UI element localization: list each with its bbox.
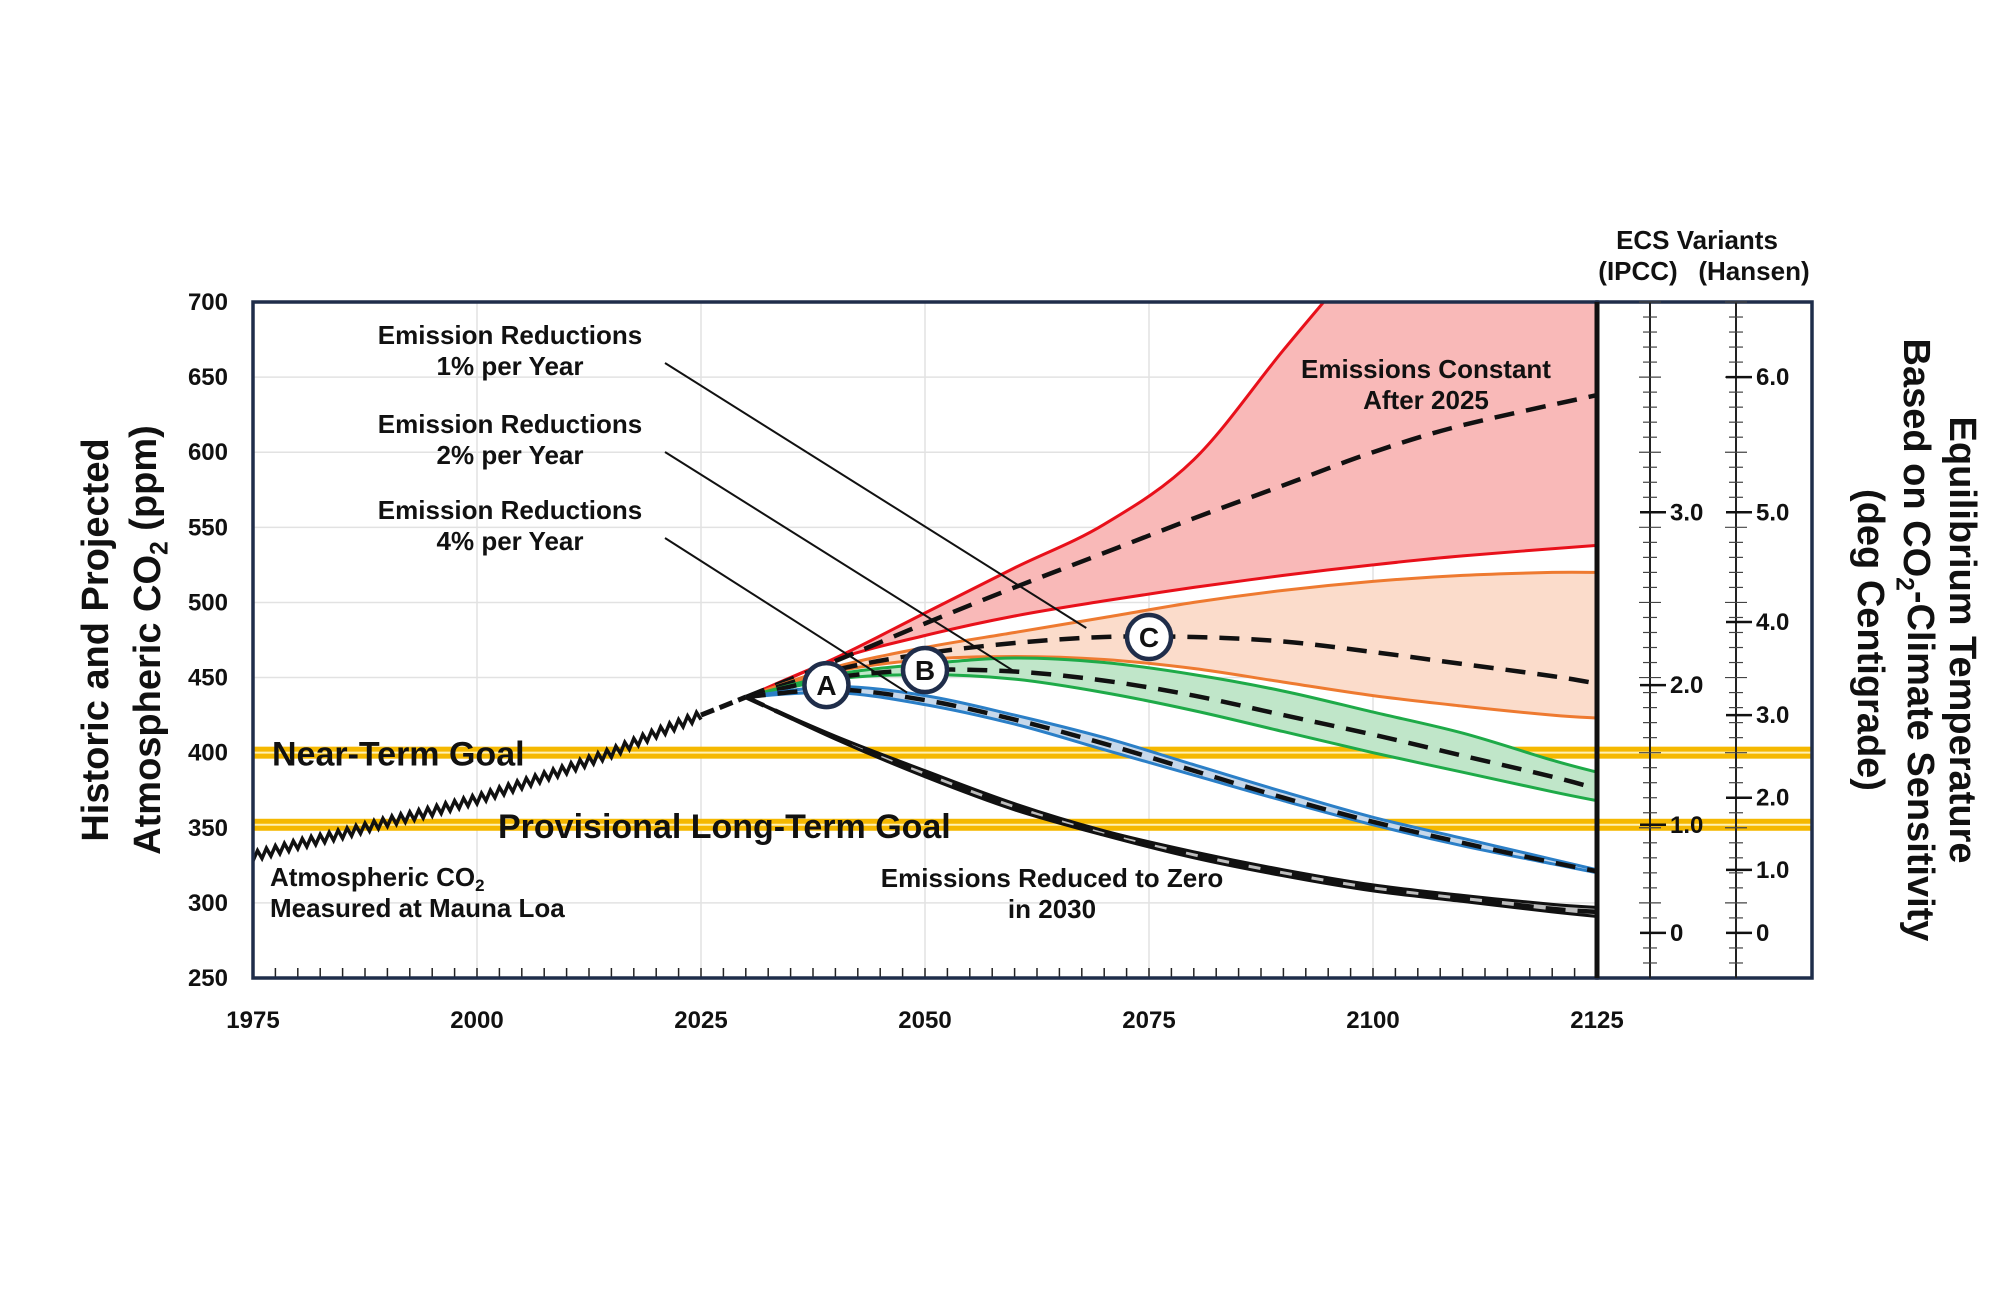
ecs-tick-label: 6.0 bbox=[1756, 364, 1789, 391]
annotation-line: 1% per Year bbox=[437, 351, 584, 381]
ecs-tick-label: 5.0 bbox=[1756, 499, 1789, 526]
annotation-zero-line2: in 2030 bbox=[1008, 894, 1096, 924]
ecs-tick-label: 1.0 bbox=[1670, 812, 1703, 839]
band-2 bbox=[745, 656, 1597, 803]
band-lower-line bbox=[745, 654, 1597, 720]
scenario-markers: A B C bbox=[802, 612, 1174, 710]
annotation-zero-line1: Emissions Reduced to Zero bbox=[881, 863, 1223, 893]
ecs-axis-name-hansen: (Hansen) bbox=[1698, 256, 1809, 286]
y-tick-label: 650 bbox=[188, 364, 228, 391]
annotation-constant-line1: Emissions Constant bbox=[1301, 354, 1551, 384]
band-upper-line bbox=[745, 695, 1597, 909]
band-mid-dashed-line bbox=[744, 695, 1597, 915]
marker-circle bbox=[900, 645, 950, 695]
x-tick-label: 1975 bbox=[226, 1007, 279, 1034]
ecs-tick-label: 4.0 bbox=[1756, 609, 1789, 636]
ecs-axis-name-ipcc: (IPCC) bbox=[1598, 256, 1677, 286]
band-upper-line bbox=[745, 656, 1597, 774]
y-axis-title-line2: Atmospheric CO2 (ppm) bbox=[123, 425, 173, 855]
y-axis-title-line1: Historic and Projected bbox=[75, 438, 117, 841]
marker-a: A bbox=[802, 660, 851, 710]
ecs-tick-label: 2.0 bbox=[1670, 672, 1703, 699]
y-tick-label: 700 bbox=[188, 289, 228, 316]
marker-label: C bbox=[1139, 622, 1159, 653]
y-tick-label: 550 bbox=[188, 514, 228, 541]
y-tick-label: 300 bbox=[188, 890, 228, 917]
ecs-tick-label: 0 bbox=[1756, 920, 1769, 947]
annotation-leader-line bbox=[664, 451, 1016, 673]
x-tick-label: 2075 bbox=[1122, 1007, 1175, 1034]
ecs-tick-label: 3.0 bbox=[1670, 499, 1703, 526]
x-tick-label: 2050 bbox=[898, 1007, 951, 1034]
y-tick-label: 400 bbox=[188, 740, 228, 767]
y-tick-label: 250 bbox=[188, 965, 228, 992]
band-upper-line bbox=[745, 570, 1597, 699]
historic-label-line2: Measured at Mauna Loa bbox=[270, 893, 565, 923]
band-mid-dashed-line bbox=[745, 634, 1597, 700]
annotation-line: Emission Reductions bbox=[378, 320, 642, 350]
annotation-leader-line bbox=[664, 537, 908, 694]
band-upper-line bbox=[745, 302, 1326, 699]
band-lower-line bbox=[745, 543, 1597, 699]
x-tick-label: 2125 bbox=[1570, 1007, 1623, 1034]
ecs-header: ECS Variants bbox=[1616, 225, 1778, 255]
marker-c: C bbox=[1124, 612, 1174, 662]
band-4 bbox=[744, 695, 1597, 918]
marker-b: B bbox=[900, 645, 950, 695]
band-fill bbox=[745, 302, 1597, 698]
historic-projection-bridge bbox=[700, 694, 747, 718]
marker-label: A bbox=[816, 670, 836, 701]
right-axis-title-line3: (deg Centigrade) bbox=[1849, 489, 1891, 791]
band-3 bbox=[745, 685, 1597, 875]
x-tick-label: 2025 bbox=[674, 1007, 727, 1034]
y-tick-label: 450 bbox=[188, 665, 228, 692]
y-tick-label: 500 bbox=[188, 589, 228, 616]
band-0 bbox=[744, 302, 1597, 700]
x-axis-tick-labels: 1975 2000 2025 2050 2075 2100 2125 bbox=[226, 1007, 1623, 1034]
y-tick-label: 350 bbox=[188, 815, 228, 842]
x-tick-label: 2000 bbox=[450, 1007, 503, 1034]
annotation-leaders bbox=[664, 362, 1087, 694]
ecs-panel bbox=[1597, 302, 1812, 978]
right-axis-title-line1: Equilibrium Temperature bbox=[1941, 417, 1983, 864]
annotation-line: Emission Reductions bbox=[378, 409, 642, 439]
historic-label-line1: Atmospheric CO2 bbox=[270, 862, 485, 895]
band-lower-line bbox=[745, 690, 1597, 875]
historic-co2-line bbox=[253, 708, 703, 863]
ecs-tick-label: 0 bbox=[1670, 920, 1683, 947]
right-axis-title-line2: Based on CO2-Climate Sensitivity bbox=[1891, 339, 1941, 942]
annotation-line: 4% per Year bbox=[437, 526, 584, 556]
band-fill bbox=[745, 657, 1597, 801]
marker-circle bbox=[1124, 612, 1174, 662]
marker-circle bbox=[802, 660, 851, 710]
annotation-line: Emission Reductions bbox=[378, 495, 642, 525]
x-tick-label: 2100 bbox=[1346, 1007, 1399, 1034]
marker-label: B bbox=[915, 655, 935, 686]
ecs-tick-label: 2.0 bbox=[1756, 785, 1789, 812]
band-mid-dashed-line bbox=[745, 687, 1597, 874]
band-mid-dashed-line bbox=[745, 667, 1597, 791]
band-lower-line bbox=[745, 673, 1597, 803]
y-axis-title: Historic and Projected Atmospheric CO2 (p… bbox=[75, 425, 173, 855]
goal-label-near-term: Near-Term Goal bbox=[272, 736, 525, 774]
annotation-leader-line bbox=[664, 362, 1087, 629]
y-axis-tick-labels: 250 300 350 400 450 500 550 600 650 700 bbox=[188, 289, 228, 992]
annotation-line: 2% per Year bbox=[437, 440, 584, 470]
ecs-tick-label: 3.0 bbox=[1756, 702, 1789, 729]
annotation-constant-line2: After 2025 bbox=[1363, 385, 1489, 415]
band-upper-line bbox=[745, 685, 1597, 872]
goal-label-long-term: Provisional Long-Term Goal bbox=[498, 808, 951, 846]
band-lower-line bbox=[745, 695, 1597, 918]
ecs-axes: 0 1.0 2.0 3.0 0 1.0 2.0 3.0 4.0 5.0 6.0 bbox=[1639, 301, 1789, 978]
ecs-tick-label: 1.0 bbox=[1756, 857, 1789, 884]
y-tick-label: 600 bbox=[188, 439, 228, 466]
